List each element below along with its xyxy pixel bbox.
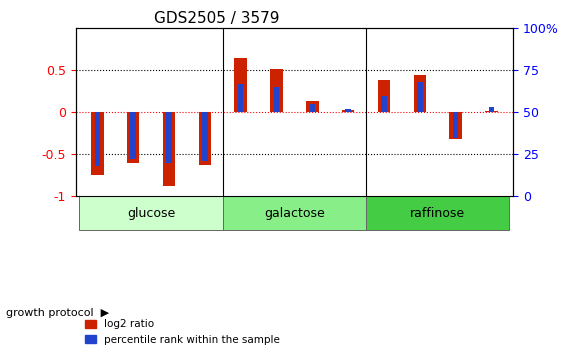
Bar: [417, 82, 423, 113]
Bar: [131, 113, 136, 160]
Bar: [271, 69, 283, 113]
Bar: [238, 84, 243, 113]
FancyBboxPatch shape: [79, 196, 223, 230]
FancyBboxPatch shape: [366, 196, 510, 230]
Text: glucose: glucose: [127, 207, 175, 220]
Bar: [342, 110, 354, 113]
Bar: [449, 113, 462, 139]
Bar: [310, 104, 315, 113]
Bar: [166, 113, 171, 163]
Bar: [91, 113, 104, 176]
Text: GDS2505 / 3579: GDS2505 / 3579: [154, 11, 280, 26]
Bar: [274, 87, 279, 113]
Bar: [306, 102, 318, 113]
Text: raffinose: raffinose: [410, 207, 465, 220]
Bar: [381, 96, 387, 113]
Bar: [94, 113, 100, 166]
Bar: [163, 113, 175, 187]
Bar: [378, 80, 390, 113]
Legend: log2 ratio, percentile rank within the sample: log2 ratio, percentile rank within the s…: [81, 315, 284, 349]
Bar: [199, 113, 211, 165]
Bar: [485, 111, 498, 113]
Bar: [413, 75, 426, 113]
Bar: [489, 107, 494, 113]
Bar: [127, 113, 139, 163]
Bar: [234, 58, 247, 113]
Bar: [453, 113, 458, 138]
Bar: [202, 113, 208, 161]
Bar: [346, 109, 351, 113]
Text: galactose: galactose: [264, 207, 325, 220]
FancyBboxPatch shape: [223, 196, 366, 230]
Text: growth protocol  ▶: growth protocol ▶: [6, 308, 109, 318]
